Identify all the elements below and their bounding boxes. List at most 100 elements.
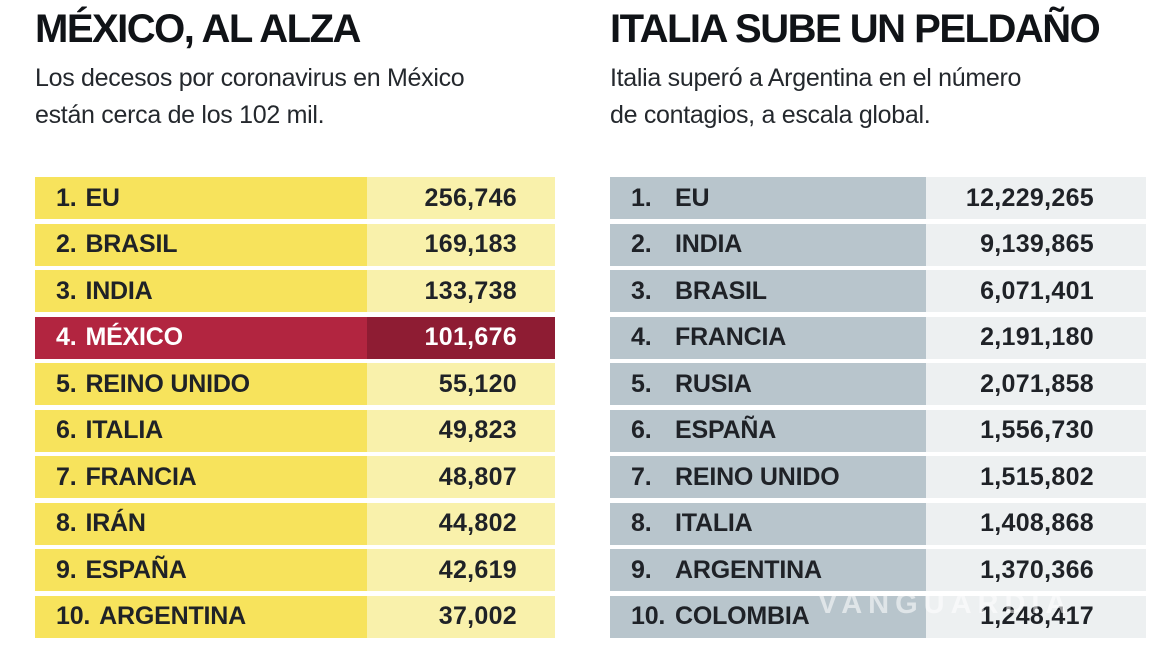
value-cell: 1,408,868: [926, 502, 1146, 545]
country-label: BRASIL: [85, 230, 178, 258]
country-cell: 2. BRASIL: [35, 223, 367, 266]
rank-label: 7.: [631, 462, 652, 491]
rank-label: 5.: [56, 369, 77, 398]
country-cell: 1. EU: [610, 177, 926, 219]
table-row: 2. BRASIL 169,183: [35, 223, 555, 266]
value-cell: 49,823: [367, 409, 555, 452]
table-row: 6. ITALIA 49,823: [35, 409, 555, 452]
deaths-ranking-table: 1. EU 256,746 2. BRASIL 169,183 3. INDIA 13…: [35, 177, 555, 642]
table-row: 1. EU 12,229,265: [610, 177, 1146, 219]
country-cell: 9. ESPAÑA: [35, 549, 367, 591]
rank-label: 3.: [56, 276, 77, 305]
country-label: MÉXICO: [85, 323, 183, 351]
country-cell: 4. FRANCIA: [610, 316, 926, 359]
rank-label: 1.: [631, 183, 652, 212]
rank-label: 6.: [631, 416, 652, 444]
rank-label: 4.: [631, 323, 652, 351]
value-cell: 9,139,865: [926, 223, 1146, 266]
rank-label: 10.: [631, 602, 666, 630]
country-label: ARGENTINA: [675, 555, 822, 584]
country-label: REINO UNIDO: [675, 462, 840, 491]
value-cell: 256,746: [367, 177, 555, 219]
rank-label: 5.: [631, 369, 652, 398]
country-label: RUSIA: [675, 369, 752, 398]
value-cell: 42,619: [367, 549, 555, 591]
country-cell: 3. BRASIL: [610, 270, 926, 312]
country-cell: 8. IRÁN: [35, 502, 367, 545]
country-label: INDIA: [85, 276, 153, 305]
table-row: 7. REINO UNIDO 1,515,802: [610, 456, 1146, 498]
country-label: FRANCIA: [85, 462, 197, 491]
left-subtitle-line2: están cerca de los 102 mil.: [35, 101, 325, 129]
table-row: 5. RUSIA 2,071,858: [610, 363, 1146, 405]
left-panel-header: MÉXICO, AL ALZA Los decesos por coronavi…: [35, 4, 580, 134]
table-row: 10. COLOMBIA 1,248,417: [610, 595, 1146, 638]
left-panel-title: MÉXICO, AL ALZA: [35, 7, 361, 51]
country-cell: 2. INDIA: [610, 223, 926, 266]
value-cell: 1,556,730: [926, 409, 1146, 452]
rank-label: 9.: [56, 555, 77, 584]
country-label: INDIA: [675, 230, 743, 258]
right-subtitle-line2: de contagios, a escala global.: [610, 101, 931, 129]
country-label: EU: [675, 183, 710, 212]
country-cell: 10. ARGENTINA: [35, 595, 367, 638]
table-row: 7. FRANCIA 48,807: [35, 456, 555, 498]
value-cell: 44,802: [367, 502, 555, 545]
table-row: 8. ITALIA 1,408,868: [610, 502, 1146, 545]
rank-label: 10.: [56, 602, 91, 630]
right-subtitle-line1: Italia superó a Argentina en el número: [610, 64, 1022, 92]
country-label: EU: [85, 183, 120, 212]
country-label: ITALIA: [675, 509, 753, 537]
table-row: 1. EU 256,746: [35, 177, 555, 219]
table-row: 9. ARGENTINA 1,370,366: [610, 549, 1146, 591]
value-cell: 55,120: [367, 363, 555, 405]
country-cell: 1. EU: [35, 177, 367, 219]
country-label: ITALIA: [85, 416, 163, 444]
rank-label: 2.: [631, 230, 652, 258]
country-cell: 6. ITALIA: [35, 409, 367, 452]
table-row: 8. IRÁN 44,802: [35, 502, 555, 545]
table-row: 6. ESPAÑA 1,556,730: [610, 409, 1146, 452]
country-cell: 8. ITALIA: [610, 502, 926, 545]
rank-label: 2.: [56, 230, 77, 258]
value-cell: 2,071,858: [926, 363, 1146, 405]
left-subtitle-line1: Los decesos por coronavirus en México: [35, 64, 465, 92]
right-panel-subtitle: Italia superó a Argentina en el número d…: [610, 60, 1152, 134]
table-row: 5. REINO UNIDO 55,120: [35, 363, 555, 405]
country-cell: 3. INDIA: [35, 270, 367, 312]
country-label: ARGENTINA: [99, 602, 246, 630]
table-row: 10. ARGENTINA 37,002: [35, 595, 555, 638]
table-row-highlighted-mexico: 4. MÉXICO 101,676: [35, 316, 555, 359]
country-label: ESPAÑA: [675, 416, 777, 444]
rank-label: 4.: [56, 323, 77, 351]
value-cell: 133,738: [367, 270, 555, 312]
country-cell: 7. REINO UNIDO: [610, 456, 926, 498]
country-cell: 6. ESPAÑA: [610, 409, 926, 452]
country-cell: 5. REINO UNIDO: [35, 363, 367, 405]
value-cell: 6,071,401: [926, 270, 1146, 312]
left-panel-subtitle: Los decesos por coronavirus en México es…: [35, 60, 580, 134]
table-row: 2. INDIA 9,139,865: [610, 223, 1146, 266]
rank-label: 6.: [56, 416, 77, 444]
country-cell: 9. ARGENTINA: [610, 549, 926, 591]
value-cell: 48,807: [367, 456, 555, 498]
rank-label: 9.: [631, 555, 652, 584]
value-cell: 2,191,180: [926, 316, 1146, 359]
table-row: 3. BRASIL 6,071,401: [610, 270, 1146, 312]
table-row: 9. ESPAÑA 42,619: [35, 549, 555, 591]
rank-label: 3.: [631, 276, 652, 305]
rank-label: 7.: [56, 462, 77, 491]
value-cell: 1,515,802: [926, 456, 1146, 498]
country-label: BRASIL: [675, 276, 767, 305]
country-cell: 4. MÉXICO: [35, 316, 367, 359]
country-label: FRANCIA: [675, 323, 787, 351]
contagions-ranking-table: 1. EU 12,229,265 2. INDIA 9,139,865 3. BRAS…: [610, 177, 1146, 642]
country-label: COLOMBIA: [675, 602, 810, 630]
rank-label: 8.: [56, 509, 77, 537]
country-label: REINO UNIDO: [85, 369, 250, 398]
right-panel-title: ITALIA SUBE UN PELDAÑO: [610, 7, 1101, 51]
table-row: 4. FRANCIA 2,191,180: [610, 316, 1146, 359]
value-cell: 37,002: [367, 595, 555, 638]
country-label: ESPAÑA: [85, 555, 187, 584]
value-cell: 1,370,366: [926, 549, 1146, 591]
